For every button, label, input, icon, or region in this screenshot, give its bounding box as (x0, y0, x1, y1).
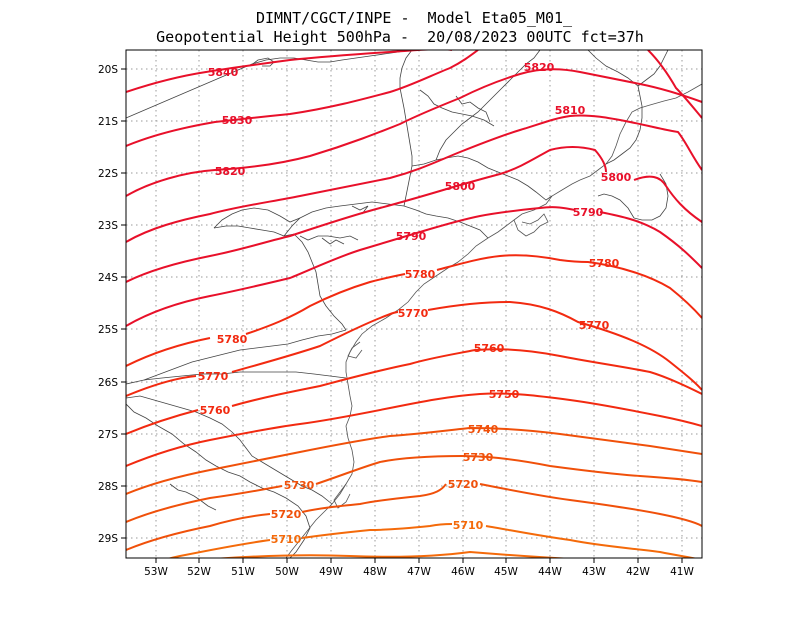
contour-5720-b (301, 483, 447, 513)
guanabara-bay (513, 213, 549, 237)
lon-tick-label: 45W (494, 566, 518, 578)
lon-tick-label: 53W (144, 566, 168, 578)
lon-tick-label: 49W (319, 566, 343, 578)
contour-5710-a (167, 539, 271, 558)
contour-5770-a (126, 375, 197, 397)
contour-5730-a (126, 485, 283, 523)
lat-tick-label: 25S (98, 324, 118, 336)
contour-5730-b (315, 455, 702, 485)
contour-label: 5840 (208, 66, 239, 79)
paranagua-bay (347, 341, 363, 359)
lagoa-dos-patos (333, 483, 351, 509)
longitude-labels: 53W 52W 51W 50W 49W 48W 47W 46W 45W 44W … (144, 566, 694, 578)
lon-tick-label: 43W (582, 566, 606, 578)
plot-frame (125, 49, 703, 559)
lat-tick-label: 29S (98, 533, 118, 545)
contour-5840 (126, 50, 452, 93)
contour-label: 5760 (200, 404, 231, 417)
contour-5800-b (633, 175, 702, 223)
contour-label: 5770 (398, 307, 429, 320)
contour-5770-b (231, 311, 399, 373)
contour-5720-c (479, 483, 702, 527)
contour-5800-a (126, 146, 607, 283)
contour-label: 5740 (468, 423, 499, 436)
lon-tick-label: 46W (451, 566, 475, 578)
coastline (285, 83, 702, 558)
contour-5770-c (427, 301, 702, 391)
lat-tick-label: 23S (98, 220, 118, 232)
contours (126, 50, 702, 558)
title-line-2: Geopotential Height 500hPa - 20/08/2023 … (156, 28, 644, 46)
contour-label: 5780 (405, 268, 436, 281)
contour-label: 5710 (453, 519, 484, 532)
contour-label: 5770 (198, 370, 229, 383)
contour-5820-a (126, 68, 702, 197)
lat-tick-label: 24S (98, 272, 118, 284)
lon-tick-label: 47W (407, 566, 431, 578)
lon-tick-label: 51W (231, 566, 255, 578)
lon-tick-label: 42W (626, 566, 650, 578)
contour-5710-c (485, 525, 698, 558)
contour-label: 5730 (463, 451, 494, 464)
contour-label: 5820 (215, 165, 246, 178)
contour-label: 5790 (573, 206, 604, 219)
contour-5760-a (126, 409, 199, 435)
contour-5760-b (231, 348, 702, 407)
lon-tick-label: 44W (538, 566, 562, 578)
lon-tick-label: 50W (275, 566, 299, 578)
contour-label: 5720 (448, 478, 479, 491)
lat-tick-label: 26S (98, 377, 118, 389)
contour-label: 5760 (474, 342, 505, 355)
lon-tick-label: 48W (363, 566, 387, 578)
contour-label: 5730 (284, 479, 315, 492)
lat-tick-label: 21S (98, 116, 118, 128)
contour-label: 5830 (222, 114, 253, 127)
contour-label: 5810 (555, 104, 586, 117)
contour-5780-c (436, 254, 702, 319)
contour-5780-a (126, 337, 211, 367)
contour-label: 5790 (396, 230, 427, 243)
lat-tick-label: 28S (98, 481, 118, 493)
contour-label: 5750 (489, 388, 520, 401)
lat-tick-label: 27S (98, 429, 118, 441)
latitude-labels: 20S 21S 22S 23S 24S 25S 26S 27S 28S 29S (98, 64, 118, 545)
contour-5790-a (126, 206, 576, 327)
contour-label: 5720 (271, 508, 302, 521)
contour-5710-b (301, 523, 453, 539)
contour-5830 (126, 50, 479, 147)
contour-5810 (126, 114, 702, 243)
contour-label: 5780 (217, 333, 248, 346)
contour-5750 (126, 392, 702, 467)
contour-5740 (126, 427, 702, 495)
contour-5820-b (647, 50, 702, 119)
contour-labels: 5840 5830 5820 5820 5810 5800 5800 5790 … (198, 61, 632, 546)
tick-marks (121, 68, 683, 563)
contour-label: 5770 (579, 319, 610, 332)
lon-tick-label: 41W (670, 566, 694, 578)
graticule (126, 50, 702, 558)
state-borders (126, 50, 669, 558)
contour-5720-a (126, 513, 271, 551)
contour-label: 5800 (601, 171, 632, 184)
title-line-1: DIMNT/CGCT/INPE - Model Eta05_M01_ (256, 9, 573, 27)
lat-tick-label: 20S (98, 64, 118, 76)
contour-label: 5780 (589, 257, 620, 270)
lon-tick-label: 52W (187, 566, 211, 578)
contour-label: 5800 (445, 180, 476, 193)
contour-label: 5710 (271, 533, 302, 546)
contour-5790-b (599, 211, 702, 269)
contour-5700 (213, 551, 573, 558)
lat-tick-label: 22S (98, 168, 118, 180)
contour-5780-b (245, 273, 406, 335)
contour-label: 5820 (524, 61, 555, 74)
